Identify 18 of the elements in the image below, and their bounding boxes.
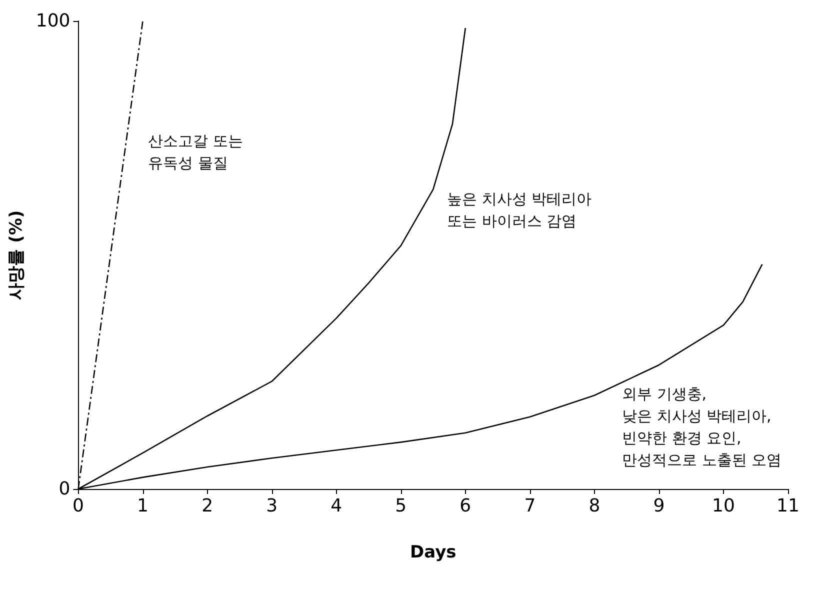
x-tick-label: 6 [460, 496, 472, 516]
x-tick-label: 0 [72, 496, 84, 516]
y-axis-title: 사망률 (%) [6, 210, 26, 300]
x-tick-label: 9 [653, 496, 665, 516]
x-tick-label: 4 [330, 496, 342, 516]
x-tick-label: 7 [524, 496, 536, 516]
x-tick-label: 10 [712, 496, 735, 516]
x-tick-label: 5 [395, 496, 407, 516]
annotation: 외부 기생충, 낮은 치사성 박테리아, 빈약한 환경 요인, 만성적으로 노출된 오염 [622, 385, 782, 469]
x-tick-label: 8 [588, 496, 600, 516]
x-tick-label: 2 [202, 496, 214, 516]
annotation: 산소고갈 또는 유독성 물질 [148, 132, 243, 172]
x-tick-label: 1 [137, 496, 149, 516]
x-axis-title: Days [410, 542, 456, 562]
x-tick-label: 11 [776, 496, 800, 516]
annotation: 높은 치사성 박테리아 또는 바이러스 감염 [447, 190, 592, 230]
y-tick-label: 100 [36, 10, 70, 32]
x-tick-label: 3 [266, 496, 278, 516]
